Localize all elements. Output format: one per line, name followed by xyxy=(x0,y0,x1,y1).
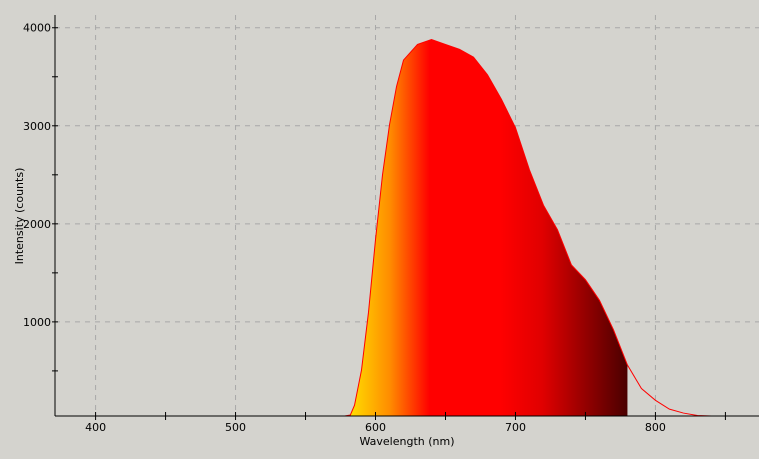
x-tick-label: 500 xyxy=(225,421,246,434)
x-tick-label: 400 xyxy=(85,421,106,434)
spectrum-fill xyxy=(344,39,628,416)
x-axis-label: Wavelength (nm) xyxy=(359,435,454,448)
y-axis-label: Intensity (counts) xyxy=(13,168,26,265)
y-tick-label: 2000 xyxy=(23,218,51,231)
axes: 400 500 600 700 800 1000 2000 3000 4000 xyxy=(23,15,759,434)
y-tick-label: 3000 xyxy=(23,120,51,133)
x-tick-label: 700 xyxy=(505,421,526,434)
x-tick-label: 600 xyxy=(365,421,386,434)
spectrum-line xyxy=(344,38,740,417)
y-tick-label: 1000 xyxy=(23,316,51,329)
x-tick-label: 800 xyxy=(645,421,666,434)
y-tick-label: 4000 xyxy=(23,22,51,35)
